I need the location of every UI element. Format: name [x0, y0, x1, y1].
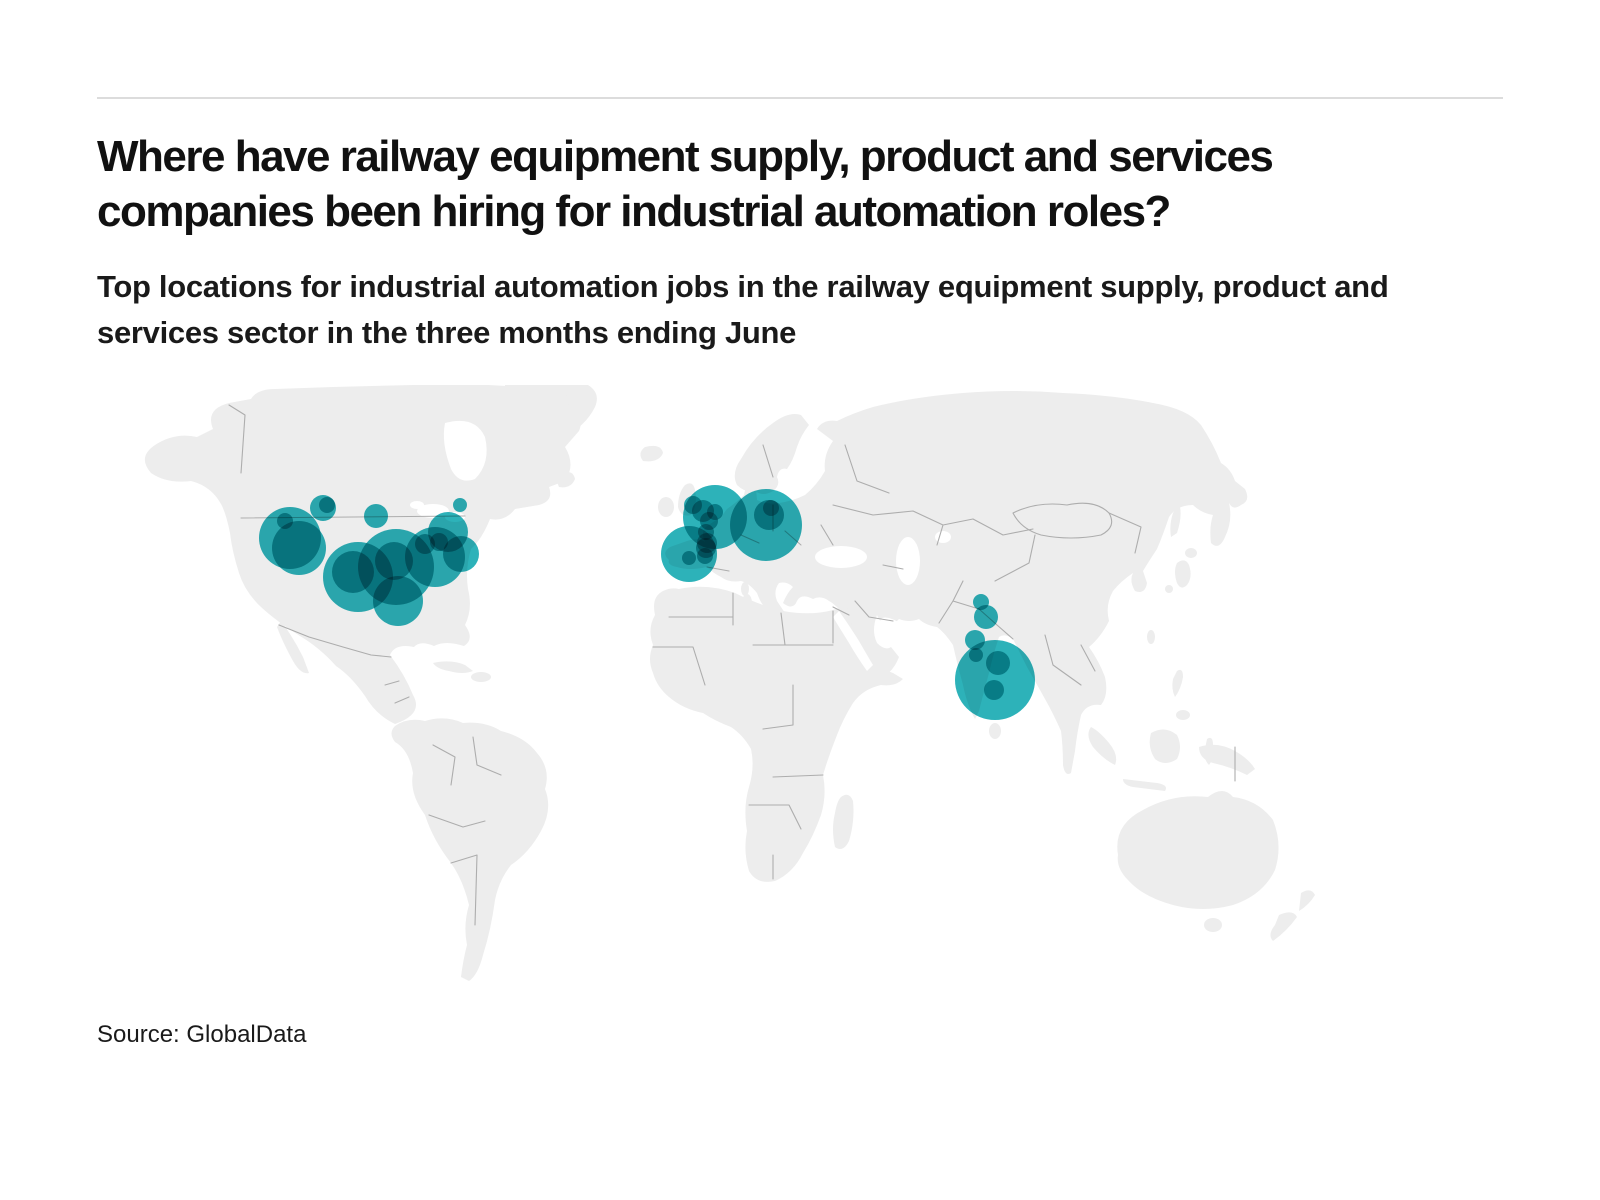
world-bubble-map [133, 384, 1413, 997]
page-title: Where have railway equipment supply, pro… [97, 132, 1274, 237]
landmass-java [1123, 778, 1166, 791]
landmass-tasmania [1204, 917, 1222, 932]
water-great-lakes [410, 500, 424, 509]
border-alaska [228, 404, 246, 474]
border-mongolia [1012, 502, 1113, 539]
water-aral-sea [935, 530, 951, 543]
bubble-marker-south-asia[interactable] [984, 679, 1004, 700]
landmass-sumatra [1088, 726, 1117, 765]
landmass-taiwan [1147, 629, 1155, 644]
landmass-philippines-south [1176, 709, 1190, 720]
bubble-layer [259, 484, 1035, 720]
landmass-africa [650, 586, 903, 882]
border-russia-north [844, 444, 890, 494]
landmass-australia [1117, 790, 1279, 909]
landmass-baja [277, 620, 309, 674]
landmass-hokkaido [1185, 547, 1197, 558]
landmass-hispaniola [471, 671, 491, 682]
landmass-kyushu [1165, 584, 1173, 593]
bubble-marker-europe[interactable] [682, 550, 696, 565]
landmass-newfoundland [557, 471, 575, 488]
border-central-america [384, 680, 410, 704]
bubble-marker-south-asia[interactable] [974, 604, 998, 629]
landmass-iceland [640, 445, 663, 462]
landmass-cuba [433, 661, 473, 673]
landmass-sakhalin [1170, 502, 1181, 537]
bubble-marker-europe[interactable] [763, 499, 779, 516]
border-middle-east [832, 564, 904, 622]
landmass-sri-lanka [989, 722, 1001, 739]
map-borders [228, 404, 1236, 926]
landmass-corsica [741, 581, 749, 596]
water-persian-gulf [880, 617, 906, 635]
top-divider [97, 97, 1503, 99]
landmass-scandinavia [734, 413, 809, 494]
water-black-sea [815, 545, 867, 568]
article-page: Where have railway equipment supply, pro… [0, 97, 1600, 1200]
landmass-eurasia [665, 390, 1248, 774]
landmass-japan [1175, 560, 1191, 588]
bubble-marker-north-america[interactable] [443, 535, 479, 572]
bubble-marker-north-america[interactable] [319, 496, 335, 513]
border-china [994, 512, 1142, 582]
bubble-marker-north-america[interactable] [373, 575, 423, 626]
bubble-marker-north-america[interactable] [375, 541, 413, 580]
bubble-marker-south-asia[interactable] [986, 650, 1010, 675]
bubble-marker-north-america[interactable] [272, 520, 326, 575]
source-note: Source: GlobalData [97, 1020, 307, 1048]
bubble-marker-north-america[interactable] [364, 503, 388, 528]
bubble-marker-north-america[interactable] [453, 497, 467, 512]
landmass-ireland [658, 496, 674, 517]
border-africa [652, 592, 834, 880]
border-central-asia [832, 504, 1034, 546]
landmass-new-zealand [1270, 890, 1315, 941]
water-red-sea [833, 610, 873, 671]
map-landmasses [144, 384, 1315, 981]
water-caspian-sea [896, 536, 920, 585]
landmass-borneo [1149, 729, 1180, 763]
landmass-south-america [391, 718, 549, 981]
border-southeast-asia [1044, 634, 1096, 686]
chart-subtitle: Top locations for industrial automation … [97, 268, 1389, 351]
border-us-mexico [278, 624, 392, 658]
landmass-madagascar [833, 794, 854, 849]
water-hudson-bay [443, 420, 487, 481]
map-canvas [144, 384, 1315, 981]
bubble-marker-europe[interactable] [697, 532, 717, 553]
bubble-marker-south-asia[interactable] [969, 647, 983, 662]
border-south-america [428, 736, 502, 926]
landmass-new-guinea [1199, 744, 1255, 775]
landmass-philippines [1172, 669, 1183, 697]
